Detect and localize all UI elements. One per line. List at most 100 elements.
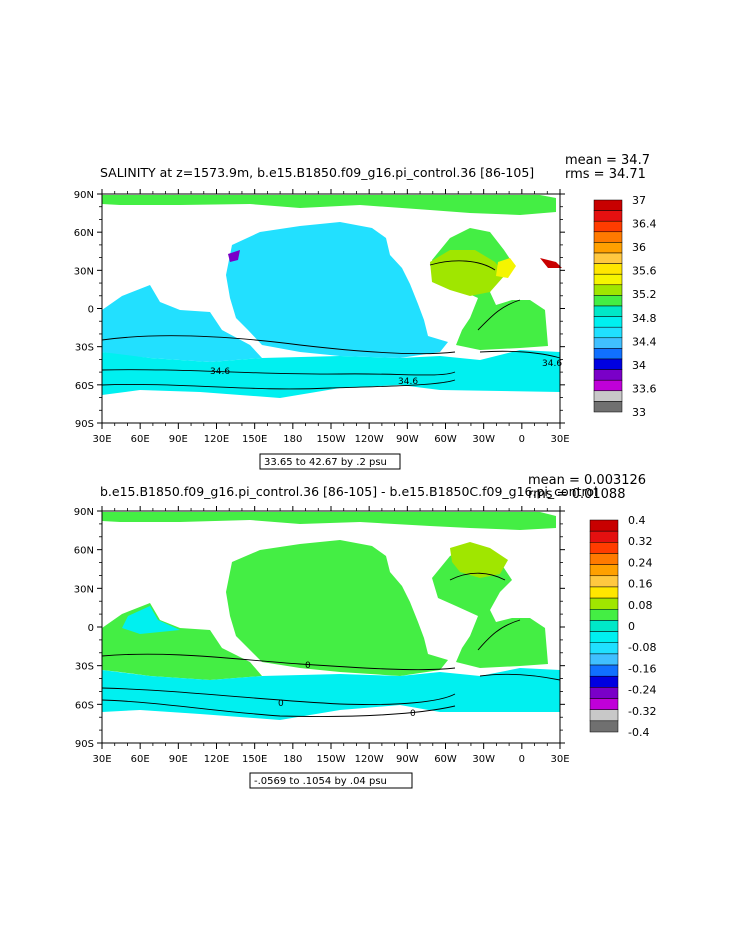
panel2-colorbar-label: 0 (628, 620, 635, 633)
panel2-colorbar-label: 0.24 (628, 556, 653, 569)
panel1-lon-axis: 30E 60E 90E 120E 150E 180 150W 120W 90W 60W 30W 0 30… (92, 189, 570, 445)
panel1-lon-label: 30W (472, 434, 495, 445)
arctic-ocean (102, 195, 556, 215)
panel1-colorbar-box (593, 401, 623, 413)
panel1-colorbar-label: 34 (632, 359, 646, 372)
panel1-colorbar-box (593, 358, 623, 370)
panel2-lat-label: 90N (74, 507, 94, 518)
panel1-lon-label: 180 (283, 434, 302, 445)
panel2-lat-label: 60N (74, 546, 94, 557)
panel1-range-note: 33.65 to 42.67 by .2 psu (264, 457, 387, 468)
panel1-colorbar: 37 36.4 36 35.6 35.2 34.8 34.4 34 33.6 33 (593, 194, 657, 419)
panel2-lat-label: 30S (75, 662, 94, 673)
panel2-colorbar-box (589, 597, 619, 610)
panel1-rms: rms = 34.71 (565, 167, 646, 182)
panel2-colorbar-box (589, 620, 619, 632)
panel1-lat-axis: 90N 60N 30N 0 30S 60S 90S (74, 190, 565, 430)
panel1-range-box (259, 453, 401, 470)
panel1-map: 34.6 34.6 34.6 (101, 195, 562, 398)
panel1-mean: mean = 34.7 (565, 153, 650, 168)
panel1-colorbar-label: 33 (632, 406, 646, 419)
red-sea (540, 258, 562, 268)
panel2-lon-label: 60W (434, 754, 457, 765)
panel2-lat-label: 60S (75, 700, 94, 711)
panel1-lon-label: 90W (396, 434, 419, 445)
panel1-colorbar-box (593, 231, 623, 243)
panel2-contour-label-3: 0 (278, 699, 284, 709)
panel2-colorbar-box (589, 586, 619, 599)
panel2-lon-label: 150W (317, 754, 346, 765)
panel2-colorbar-box (589, 542, 619, 554)
panel1-lon-label: 90E (169, 434, 188, 445)
panel1-colorbar-label: 37 (632, 194, 646, 207)
panel1-lat-label: 90N (74, 190, 94, 201)
panel2-title: b.e15.B1850.f09_g16.pi_control.36 [86-10… (100, 484, 597, 499)
panel1-colorbar-box (593, 284, 623, 296)
panel2-rms: rms = 0.01088 (528, 487, 625, 502)
panel1-lon-label: 30E (550, 434, 569, 445)
panel1-colorbar-box (593, 369, 623, 381)
panel2-colorbar-label: -0.4 (628, 726, 649, 739)
panel1-contour-label-2: 34.6 (398, 377, 418, 387)
panel1-lat-label: 90S (75, 419, 94, 430)
panel1-lat-label: 30S (75, 343, 94, 354)
panel2-colorbar-box (589, 631, 619, 643)
panel2-colorbar-label: 0.4 (628, 514, 646, 527)
panel2-lon-label: 120E (204, 754, 229, 765)
panel1-colorbar-box (593, 316, 623, 328)
panel2-lat-axis: 90N 60N 30N 0 30S 60S 90S (74, 507, 565, 750)
panel2-colorbar-box (589, 687, 619, 699)
panel1-colorbar-box (593, 379, 623, 392)
panel2-lon-label: 90W (396, 754, 419, 765)
panel2-lon-label: 30E (92, 754, 111, 765)
diff-indian-west (122, 606, 180, 634)
indian-ocean (102, 285, 262, 362)
panel1-lat-label: 30N (74, 266, 94, 277)
diff-north-atlantic (450, 542, 508, 578)
panel2-lon-label: 120W (355, 754, 384, 765)
sea-of-japan (228, 250, 240, 262)
panel2-colorbar-label: 0.16 (628, 578, 653, 591)
panel1-colorbar-box (593, 210, 623, 222)
panel2-colorbar-box (589, 530, 619, 543)
panel1-title: SALINITY at z=1573.9m, b.e15.B1850.f09_g… (100, 165, 534, 180)
panel2-colorbar-box (589, 553, 619, 565)
panel2-colorbar-box (589, 664, 619, 677)
mediterranean-outflow (496, 258, 516, 278)
panel2-contour (101, 572, 561, 717)
panel2-mean: mean = 0.003126 (528, 473, 646, 488)
diff-arctic (102, 512, 556, 530)
panel2-colorbar-label: 0.32 (628, 535, 653, 548)
panel2-lon-label: 180 (283, 754, 302, 765)
panel2-colorbar-label: 0.08 (628, 599, 653, 612)
panel2-lon-label: 90E (169, 754, 188, 765)
panel2-colorbar-box (589, 653, 619, 666)
panel2-contour-label-2: 0 (410, 709, 416, 719)
panel1-colorbar-box (593, 305, 623, 317)
panel2-colorbar-label: -0.08 (628, 641, 656, 654)
panel2-colorbar-box (589, 720, 619, 733)
panel1-colorbar-box (593, 199, 623, 211)
panel1-colorbar-box (593, 263, 623, 275)
panel1-colorbar-box (593, 337, 623, 349)
panel2-colorbar-box (589, 709, 619, 722)
panel1-colorbar-label: 35.6 (632, 265, 657, 278)
panel1-colorbar-box (593, 348, 623, 360)
panel2-colorbar-label: -0.24 (628, 684, 656, 697)
pacific-ocean (226, 222, 448, 358)
panel1-lon-label: 60E (131, 434, 150, 445)
panel1-lat-label: 60N (74, 228, 94, 239)
panel1-colorbar-box (593, 242, 623, 254)
panel-salinity: SALINITY at z=1573.9m, b.e15.B1850.f09_g… (74, 153, 657, 470)
panel2-lat-label: 0 (88, 623, 94, 634)
panel2-lat-label: 30N (74, 584, 94, 595)
panel2-colorbar-box (589, 575, 619, 588)
panel2-colorbar-label: -0.32 (628, 705, 656, 718)
panel2-lon-label: 30E (550, 754, 569, 765)
panel1-lon-label: 150E (242, 434, 267, 445)
panel1-contour (101, 260, 561, 390)
panel1-lon-label: 30E (92, 434, 111, 445)
panel2-colorbar-box (589, 698, 619, 710)
panel2-lon-axis: 30E 60E 90E 120E 150E 180 150W 120W 90W 60W 30W 0 30… (92, 506, 570, 765)
